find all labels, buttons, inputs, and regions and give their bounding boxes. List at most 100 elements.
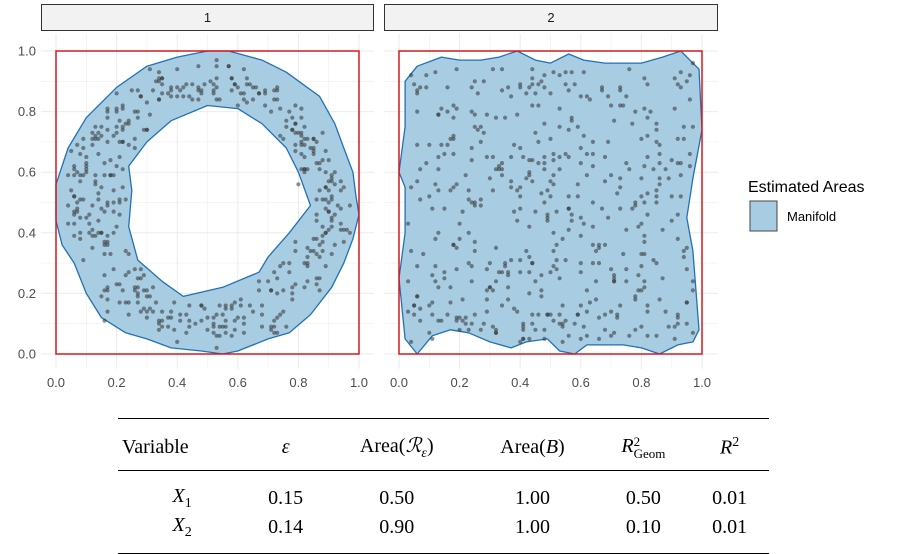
data-point bbox=[144, 294, 149, 299]
data-point bbox=[499, 167, 505, 172]
data-point bbox=[533, 279, 538, 284]
data-point bbox=[144, 288, 149, 293]
data-point bbox=[412, 312, 417, 317]
data-point bbox=[642, 239, 647, 244]
data-point bbox=[484, 154, 489, 160]
data-point bbox=[612, 279, 617, 284]
data-point bbox=[320, 224, 325, 229]
data-point bbox=[596, 261, 602, 266]
data-point bbox=[563, 70, 568, 75]
legend-label-manifold: Manifold bbox=[787, 209, 836, 224]
data-point bbox=[296, 130, 301, 135]
data-point bbox=[460, 297, 465, 302]
data-point bbox=[317, 288, 322, 293]
data-point bbox=[329, 197, 334, 202]
data-point bbox=[120, 127, 125, 132]
data-point bbox=[642, 233, 647, 238]
data-point bbox=[521, 154, 526, 160]
data-point bbox=[527, 170, 532, 175]
data-point bbox=[518, 339, 523, 344]
points-2 bbox=[406, 61, 696, 344]
data-point bbox=[493, 279, 499, 284]
data-point bbox=[293, 282, 298, 287]
data-point bbox=[621, 251, 626, 257]
data-point bbox=[102, 173, 107, 178]
data-point bbox=[602, 327, 608, 332]
data-point bbox=[515, 309, 520, 314]
data-point bbox=[499, 88, 505, 93]
data-point bbox=[436, 230, 441, 235]
data-point bbox=[618, 303, 623, 308]
data-point bbox=[202, 306, 207, 311]
data-point bbox=[433, 70, 438, 75]
data-point bbox=[615, 191, 620, 196]
data-point bbox=[99, 230, 104, 235]
header-area-b: Area(B) bbox=[500, 436, 565, 458]
data-point bbox=[560, 339, 565, 344]
data-point bbox=[506, 85, 511, 90]
data-point bbox=[241, 91, 246, 96]
data-point bbox=[223, 324, 228, 329]
data-point bbox=[302, 124, 307, 129]
data-point bbox=[663, 309, 668, 314]
data-point bbox=[217, 324, 222, 329]
data-point bbox=[275, 97, 280, 102]
data-point bbox=[524, 91, 529, 96]
cell-area-r: 0.90 bbox=[379, 516, 415, 538]
data-point bbox=[551, 70, 556, 75]
data-point bbox=[533, 209, 538, 214]
data-point bbox=[436, 154, 441, 160]
data-point bbox=[654, 200, 659, 205]
data-point bbox=[232, 82, 237, 87]
data-point bbox=[436, 318, 441, 323]
data-point bbox=[229, 333, 234, 338]
data-point bbox=[78, 215, 83, 220]
data-point bbox=[511, 306, 517, 311]
data-point bbox=[645, 191, 650, 196]
data-point bbox=[102, 288, 107, 293]
data-point bbox=[81, 136, 86, 141]
data-point bbox=[184, 82, 189, 87]
data-point bbox=[105, 115, 110, 120]
data-point bbox=[199, 318, 204, 323]
data-point bbox=[460, 318, 465, 323]
data-point bbox=[66, 203, 71, 208]
data-point bbox=[542, 121, 547, 126]
data-point bbox=[126, 312, 131, 317]
data-point bbox=[472, 248, 477, 254]
data-point bbox=[111, 173, 116, 178]
facet-strip-label: 1 bbox=[204, 10, 211, 25]
data-point bbox=[96, 197, 101, 202]
data-point bbox=[244, 76, 249, 81]
data-point bbox=[172, 300, 177, 305]
data-point bbox=[454, 182, 459, 187]
data-point bbox=[78, 151, 83, 157]
data-point bbox=[90, 136, 95, 141]
data-point bbox=[406, 221, 411, 226]
data-point bbox=[481, 321, 486, 326]
data-point bbox=[660, 227, 665, 232]
data-point bbox=[609, 267, 614, 272]
x-axis-ticks: 0.0 0.2 0.4 0.6 0.8 1.0 bbox=[390, 375, 711, 390]
data-point bbox=[515, 218, 520, 223]
data-point bbox=[415, 109, 420, 114]
data-point bbox=[72, 194, 77, 199]
data-point bbox=[602, 242, 608, 247]
data-point bbox=[560, 236, 565, 241]
data-point bbox=[563, 258, 568, 263]
data-point bbox=[323, 148, 328, 154]
data-point bbox=[293, 142, 298, 147]
data-point bbox=[272, 88, 277, 93]
data-point bbox=[648, 109, 653, 114]
data-point bbox=[320, 158, 325, 163]
data-point bbox=[81, 173, 86, 178]
data-point bbox=[530, 67, 535, 72]
data-point bbox=[602, 154, 608, 160]
data-point bbox=[311, 145, 316, 151]
data-point bbox=[126, 270, 131, 275]
data-point bbox=[409, 185, 414, 190]
data-point bbox=[84, 167, 89, 172]
data-point bbox=[642, 164, 647, 169]
data-point bbox=[457, 315, 462, 320]
data-point bbox=[311, 151, 316, 157]
